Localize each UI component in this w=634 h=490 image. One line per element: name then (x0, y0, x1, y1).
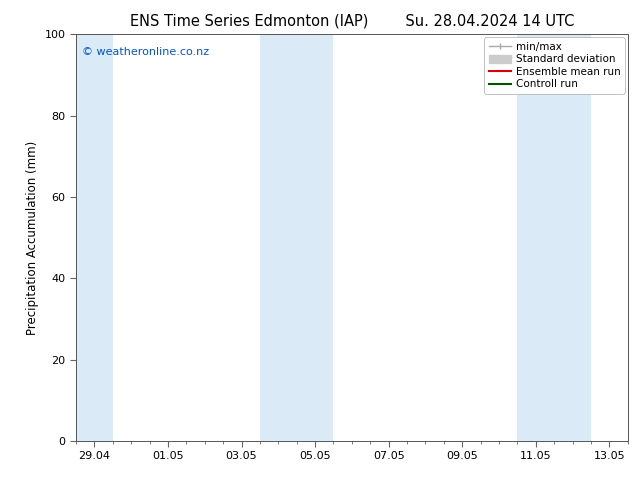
Y-axis label: Precipitation Accumulation (mm): Precipitation Accumulation (mm) (26, 141, 39, 335)
Bar (260, 34, 333, 441)
Bar (517, 34, 591, 441)
Text: © weatheronline.co.nz: © weatheronline.co.nz (82, 47, 209, 56)
Title: ENS Time Series Edmonton (IAP)        Su. 28.04.2024 14 UTC: ENS Time Series Edmonton (IAP) Su. 28.04… (130, 14, 574, 29)
Legend: min/max, Standard deviation, Ensemble mean run, Controll run: min/max, Standard deviation, Ensemble me… (484, 37, 624, 94)
Bar (76, 34, 113, 441)
